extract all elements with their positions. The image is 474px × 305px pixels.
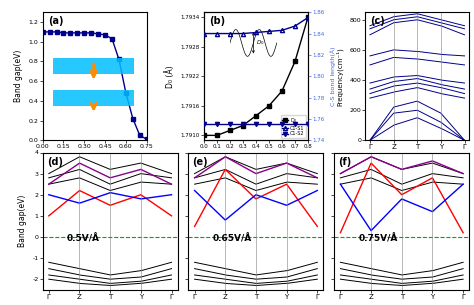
C1-S2	[214, 123, 220, 126]
Legend: D$_0$, C1-S1, C1-S2: D$_0$, C1-S1, C1-S2	[281, 115, 306, 138]
C1-S1	[240, 32, 246, 35]
X-axis label: E-Field(V/Å): E-Field(V/Å)	[236, 155, 276, 163]
Bar	[53, 90, 134, 106]
D$_0$	[214, 134, 220, 137]
Y-axis label: D₀ (Å): D₀ (Å)	[165, 65, 175, 88]
Line: D$_0$: D$_0$	[202, 15, 310, 138]
C1-S1	[214, 32, 220, 35]
D$_0$	[201, 134, 207, 137]
Text: 0.75V/Å: 0.75V/Å	[358, 234, 398, 244]
C1-S1	[253, 31, 259, 34]
D$_0$	[240, 124, 246, 127]
C1-S1	[305, 16, 311, 20]
C1-S2	[266, 123, 272, 126]
Text: (a): (a)	[48, 16, 64, 26]
D$_0$	[266, 104, 272, 108]
D$_0$	[292, 60, 298, 63]
Y-axis label: Band gap(eV): Band gap(eV)	[18, 195, 27, 247]
C1-S2	[201, 123, 207, 126]
Y-axis label: C-S bond length(Å): C-S bond length(Å)	[330, 46, 336, 106]
X-axis label: E-Field(V/Å): E-Field(V/Å)	[74, 155, 115, 163]
C1-S1	[201, 32, 207, 35]
C1-S2	[305, 123, 311, 126]
Text: (b): (b)	[209, 16, 225, 26]
C1-S2	[279, 123, 285, 126]
C1-S1	[279, 29, 285, 32]
Line: C1-S2: C1-S2	[202, 122, 310, 126]
C1-S1	[292, 24, 298, 28]
Text: (e): (e)	[192, 157, 208, 167]
C1-S2	[253, 123, 259, 126]
D$_0$	[305, 15, 311, 19]
Y-axis label: Frequency(cm⁻¹): Frequency(cm⁻¹)	[336, 47, 344, 106]
Text: (c): (c)	[370, 16, 385, 26]
Text: (d): (d)	[47, 157, 63, 167]
Bar	[53, 58, 134, 74]
Text: 0.5V/Å: 0.5V/Å	[67, 234, 100, 244]
Text: (f): (f)	[338, 157, 352, 167]
D$_0$	[227, 129, 233, 132]
Y-axis label: Band gap(eV): Band gap(eV)	[14, 50, 23, 102]
C1-S2	[240, 123, 246, 126]
D$_0$	[279, 89, 285, 93]
Text: 0.65V/Å: 0.65V/Å	[213, 234, 252, 244]
C1-S1	[266, 30, 272, 33]
C1-S2	[292, 123, 298, 126]
D$_0$	[253, 114, 259, 117]
Line: C1-S1: C1-S1	[202, 16, 310, 36]
C1-S2	[227, 123, 233, 126]
C1-S1	[227, 32, 233, 35]
